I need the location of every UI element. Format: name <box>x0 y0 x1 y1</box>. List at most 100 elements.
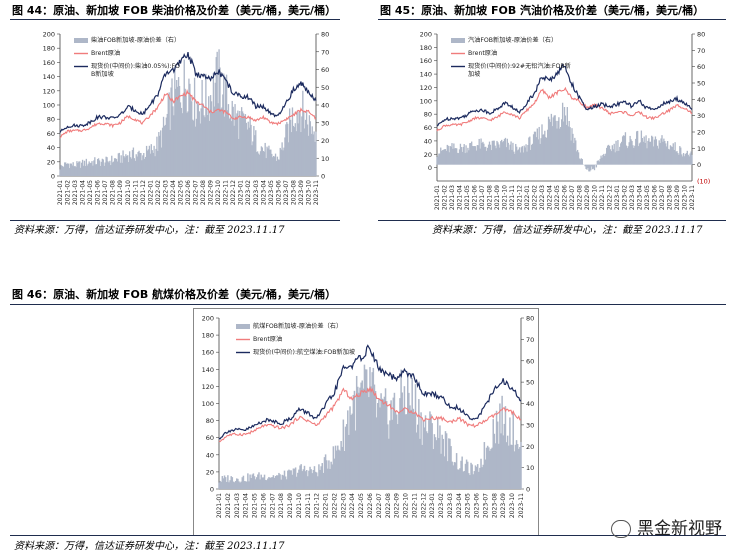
right-axis-tick-label: 10 <box>321 155 329 163</box>
spread-bar <box>125 154 127 176</box>
spread-bar <box>482 464 485 489</box>
x-axis-tick-label: 2023-01 <box>614 185 621 210</box>
spread-bar <box>445 150 448 165</box>
spread-bar <box>615 140 617 165</box>
spread-bar <box>309 121 312 176</box>
spread-bar <box>476 145 478 165</box>
spread-bar <box>578 158 581 165</box>
x-axis-tick-label: 2022-04 <box>170 180 177 205</box>
spread-bar <box>382 399 385 489</box>
spread-bar <box>496 140 498 165</box>
spread-bar <box>540 138 542 165</box>
chart-2: 0 20 40 60 80 100 120 140 160 180 200 0 10 20 30 40 50 60… <box>202 315 535 519</box>
spread-bar <box>258 472 260 489</box>
spread-bar <box>328 460 330 489</box>
spread-bar <box>553 115 555 165</box>
spread-bar <box>544 130 546 165</box>
spread-bar <box>169 129 171 176</box>
spread-bar <box>447 145 449 165</box>
spread-bar <box>155 148 157 176</box>
x-axis-tick-label: 2022-03 <box>162 180 169 205</box>
spread-bar <box>471 145 474 165</box>
spread-bar <box>115 158 118 176</box>
spread-bar <box>80 167 82 176</box>
spread-bar <box>667 148 670 165</box>
spread-bar <box>508 149 510 165</box>
spread-bar <box>518 448 520 489</box>
spread-bar <box>403 386 406 489</box>
spread-bar <box>60 164 62 176</box>
spread-bar <box>191 101 193 176</box>
spread-bar <box>563 107 566 165</box>
spread-bar <box>180 107 183 176</box>
spread-bar <box>461 456 463 489</box>
spread-bar <box>551 126 553 165</box>
spread-bar <box>162 116 165 176</box>
spread-bar <box>666 141 669 165</box>
spread-bar <box>297 123 299 176</box>
spread-bar <box>223 475 226 489</box>
spread-bar <box>274 476 277 489</box>
spread-bar <box>470 142 472 165</box>
spread-bar <box>265 158 267 176</box>
spread-bar <box>687 154 689 165</box>
spread-bar <box>462 471 465 489</box>
spread-bar <box>536 128 538 165</box>
spread-bar <box>499 403 501 489</box>
spread-bar <box>248 481 250 489</box>
spread-bar <box>436 417 439 489</box>
spread-bar <box>208 120 211 176</box>
spread-bar <box>646 148 648 165</box>
spread-bar <box>418 399 420 489</box>
left-axis-tick-label: 160 <box>420 57 432 65</box>
spread-bar <box>684 154 687 165</box>
spread-bar <box>213 106 216 176</box>
figure-44-source: 资料来源：万得，信达证券研发中心，注：截至 2023.11.17 <box>14 225 285 236</box>
spread-bar <box>198 111 200 176</box>
spread-bar <box>244 481 247 489</box>
spread-bar <box>659 143 661 165</box>
spread-bar <box>112 162 114 176</box>
left-axis-tick-label: 80 <box>424 111 432 119</box>
spread-bar <box>413 412 416 489</box>
spread-bar <box>554 115 556 165</box>
spread-bar <box>201 79 203 176</box>
x-axis-tick-label: 2023-09 <box>674 185 681 210</box>
x-axis-tick-label: 2021-12 <box>140 180 147 205</box>
x-axis-tick-label: 2023-09 <box>298 180 305 205</box>
spread-bar <box>252 141 254 176</box>
spread-bar <box>478 471 480 489</box>
spread-bar <box>493 433 496 489</box>
spread-bar <box>261 477 264 489</box>
spread-bar <box>512 142 514 165</box>
spread-bar <box>449 145 451 165</box>
spread-bar <box>143 153 145 176</box>
figure-45-title-rule <box>378 19 726 20</box>
spread-bar <box>333 458 336 489</box>
spread-bar <box>652 146 655 165</box>
spread-bar <box>513 451 516 489</box>
spread-bar <box>459 143 462 165</box>
spread-bar <box>574 137 576 165</box>
legend-label: 现货价(中间价):柴油0.05%):FO <box>91 62 180 70</box>
spread-bar <box>271 477 274 489</box>
x-axis-tick-label: 2022-08 <box>200 180 207 205</box>
spread-bar <box>658 140 660 165</box>
spread-bar <box>486 147 489 165</box>
chart-0: 0 20 40 60 80 100 120 140 160 180 200 0 10 20 30 40 50 60… <box>43 31 330 206</box>
x-axis-tick-label: 2021-11 <box>305 493 312 518</box>
spread-bar <box>227 475 229 489</box>
spread-bar <box>176 86 179 176</box>
spread-bar <box>342 419 345 489</box>
spread-bar <box>256 151 259 176</box>
right-axis-tick-label: 40 <box>697 96 705 104</box>
spread-bar <box>124 157 126 176</box>
spread-bar <box>393 392 396 489</box>
spread-bar <box>506 138 508 165</box>
x-axis-tick-label: 2021-08 <box>278 493 285 518</box>
spread-bar <box>516 146 518 165</box>
spread-bar <box>299 465 301 489</box>
spread-bar <box>264 479 267 489</box>
spread-bar <box>289 470 291 489</box>
spread-bar <box>685 152 688 165</box>
